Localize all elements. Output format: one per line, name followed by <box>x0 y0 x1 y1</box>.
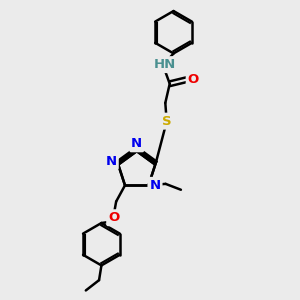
Text: HN: HN <box>154 58 176 71</box>
Text: N: N <box>106 155 117 168</box>
Text: O: O <box>188 73 199 86</box>
Text: O: O <box>108 211 119 224</box>
Text: S: S <box>162 115 172 128</box>
Text: N: N <box>149 179 161 192</box>
Text: N: N <box>131 137 142 150</box>
